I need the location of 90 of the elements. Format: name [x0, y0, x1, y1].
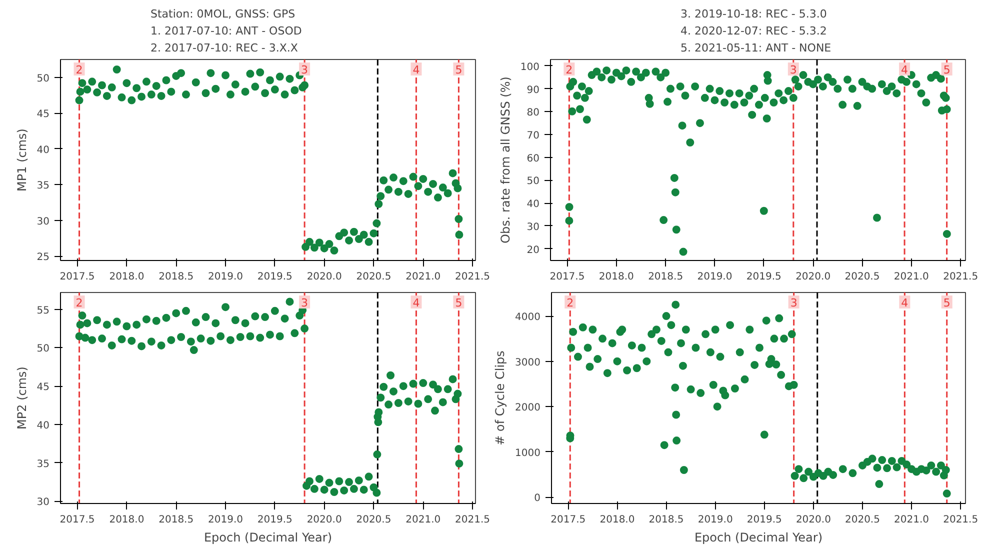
y-tick-label: 55	[36, 305, 50, 316]
y-tick-label: 25	[36, 252, 50, 264]
x-tick-label: 2020.0	[796, 514, 831, 526]
x-tick-label: 2019.5	[746, 514, 782, 526]
y-tick-label: 50	[36, 73, 50, 84]
text: 3. 2019-10-18: REC - 5.3.0	[680, 8, 827, 21]
y-tick-label: 50	[526, 176, 540, 188]
y-axis-title: MP2 (cms)	[14, 366, 29, 430]
text: 2. 2017-07-10: REC - 3.X.X	[150, 42, 298, 54]
x-tick-label: 2020.0	[796, 272, 831, 282]
annotation: 4	[901, 296, 908, 310]
x-tick-label: 2019.0	[698, 514, 733, 526]
x-tick-label: 2019.0	[208, 514, 244, 526]
annotation: 4	[412, 64, 420, 76]
x-tick-label: 2020.5	[844, 514, 880, 526]
x-axis-title: Epoch (Decimal Year)	[204, 530, 332, 544]
x-tick-label: 2021.0	[894, 272, 929, 282]
x-tick-label: 2018.5	[648, 272, 684, 282]
x-tick-label: 2019.5	[257, 514, 292, 526]
text: Station: 0MOL, GNSS: GPS	[150, 8, 296, 21]
x-tick-label: 2021.5	[455, 272, 490, 282]
y-tick-label: 3000	[515, 357, 541, 368]
x-tick-label: 2020.5	[844, 272, 880, 282]
annotation: 2	[76, 64, 83, 76]
x-tick-label: 2021.0	[406, 514, 441, 526]
x-tick-label: 2020.5	[356, 272, 392, 282]
y-tick-label: 45	[36, 382, 50, 394]
x-tick-label: 2021.5	[943, 272, 978, 282]
x-tick-label: 2018.5	[158, 514, 194, 526]
x-tick-label: 2018.5	[158, 272, 194, 282]
x-tick-label: 2018.5	[648, 514, 684, 526]
text: 4. 2020-12-07: REC - 5.3.2	[680, 24, 827, 38]
x-tick-label: 2018.0	[109, 272, 144, 282]
annotation: 4	[412, 296, 420, 310]
x-tick-label: 2017.5	[60, 514, 95, 526]
y-tick-label: 35	[36, 180, 50, 192]
x-tick-label: 2021.5	[943, 514, 978, 526]
y-tick-label: 70	[526, 130, 540, 142]
annotation: 5	[943, 64, 950, 76]
y-tick-label: 2000	[515, 402, 541, 414]
y-tick-label: 100	[520, 62, 540, 73]
y-tick-label: 90	[526, 84, 540, 96]
annotation: 3	[790, 64, 797, 76]
y-tick-label: 20	[526, 244, 540, 256]
x-tick-label: 2021.0	[406, 272, 441, 282]
text: 5. 2021-05-11: ANT - NONE	[680, 42, 832, 54]
y-axis-title: Obs. rate from all GNSS (%)	[498, 76, 512, 244]
x-tick-label: 2019.5	[257, 272, 292, 282]
y-tick-label: 30	[36, 497, 50, 508]
x-tick-label: 2017.5	[550, 272, 585, 282]
y-tick-label: 40	[36, 144, 50, 156]
x-tick-label: 2021.5	[455, 514, 490, 526]
annotation: 3	[301, 296, 308, 310]
x-tick-label: 2021.0	[894, 514, 930, 526]
x-tick-label: 2018.0	[600, 514, 635, 526]
x-tick-label: 2019.5	[746, 272, 782, 282]
y-tick-label: 1000	[515, 448, 541, 459]
y-tick-label: 80	[526, 108, 540, 119]
y-tick-label: 0	[534, 493, 541, 504]
y-tick-label: 50	[36, 344, 50, 355]
annotation: 5	[943, 296, 950, 310]
y-tick-label: 45	[36, 109, 50, 120]
annotation: 5	[455, 296, 462, 310]
annotation: 3	[790, 296, 798, 310]
y-tick-label: 40	[526, 199, 540, 210]
annotation: 2	[566, 296, 574, 310]
x-tick-label: 2019.0	[208, 272, 244, 282]
x-tick-label: 2020.0	[306, 272, 342, 282]
y-axis-title: # of Cycle Clips	[493, 350, 508, 446]
y-tick-label: 35	[36, 458, 50, 470]
text: 1. 2017-07-10: ANT - OSOD	[150, 24, 302, 38]
annotation: 2	[566, 64, 573, 76]
y-tick-label: 4000	[515, 312, 541, 324]
y-tick-label: 30	[526, 222, 540, 233]
x-tick-label: 2020.0	[306, 514, 342, 526]
annotation: 5	[455, 64, 462, 76]
annotation: 3	[301, 64, 308, 76]
y-tick-label: 40	[36, 420, 50, 432]
annotation: 2	[76, 296, 83, 310]
x-tick-label: 2017.5	[60, 272, 95, 282]
y-tick-label: 30	[36, 216, 50, 228]
x-tick-label: 2018.0	[598, 272, 634, 282]
annotation: 4	[901, 64, 908, 76]
x-tick-label: 2017.5	[550, 514, 586, 526]
y-tick-label: 60	[526, 153, 540, 164]
x-tick-label: 2020.5	[356, 514, 392, 526]
y-axis-title: MP1 (cms)	[14, 128, 29, 192]
x-axis-title: Epoch (Decimal Year)	[694, 530, 823, 544]
x-tick-label: 2019.0	[697, 272, 732, 282]
x-tick-label: 2018.0	[109, 514, 144, 526]
